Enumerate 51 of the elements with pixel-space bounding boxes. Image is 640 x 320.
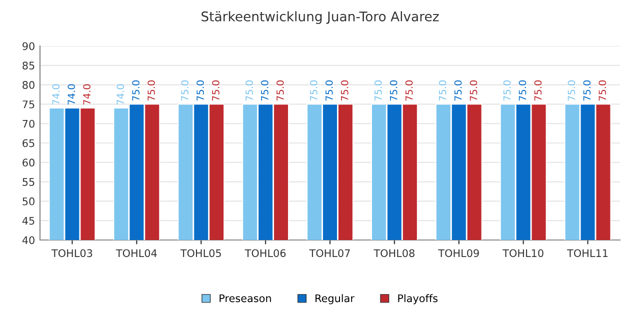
x-tick-label: TOHL08 [374, 249, 414, 258]
data-label: 75.0 [583, 80, 591, 101]
y-tick-label: 45 [22, 216, 34, 225]
legend-label: Playoffs [398, 294, 438, 304]
data-label: 75.0 [503, 80, 511, 101]
x-tick-label: TOHL07 [309, 249, 350, 258]
data-label: 75.0 [568, 80, 576, 101]
data-label: 75.0 [340, 80, 348, 101]
x-tick-label: TOHL06 [244, 249, 286, 258]
data-label: 75.0 [598, 80, 606, 101]
data-label: 75.0 [438, 80, 446, 101]
data-label: 74.0 [52, 84, 60, 105]
data-label: 75.0 [196, 80, 204, 101]
data-label: 75.0 [518, 80, 526, 101]
y-tick-label: 65 [22, 139, 34, 148]
y-tick-label: 90 [22, 42, 34, 50]
y-tick-label: 55 [22, 178, 34, 186]
data-label: 75.0 [534, 80, 542, 101]
data-label: 75.0 [470, 80, 478, 101]
data-label: 75.0 [181, 80, 188, 101]
y-tick-label: 75 [22, 100, 34, 108]
y-tick-label: 50 [22, 197, 34, 206]
y-tick-label: 70 [22, 120, 34, 128]
data-label: 75.0 [390, 80, 398, 101]
x-tick-label: TOHL11 [567, 249, 608, 258]
data-label: 75.0 [212, 80, 220, 101]
legend-label: Regular [316, 294, 354, 304]
chart-title: Stärkeentwicklung Juan-Toro Alvarez [202, 11, 439, 24]
x-tick-label: TOHL09 [438, 249, 479, 258]
data-label: 75.0 [276, 80, 284, 101]
data-label: 75.0 [405, 80, 413, 101]
x-tick-label: TOHL04 [116, 249, 157, 258]
data-label: 75.0 [374, 80, 382, 101]
y-tick-label: 60 [22, 158, 34, 167]
data-label: 75.0 [261, 80, 268, 101]
data-label: 75.0 [132, 80, 140, 101]
y-tick-label: 80 [22, 81, 34, 89]
data-label: 75.0 [325, 80, 333, 101]
data-label: 75.0 [148, 80, 155, 101]
data-label: 74.0 [68, 84, 76, 105]
data-label: 74.0 [116, 84, 124, 105]
data-label: 75.0 [310, 80, 318, 101]
data-label: 75.0 [246, 80, 253, 101]
y-tick-label: 40 [22, 236, 34, 244]
x-tick-label: TOHL05 [180, 249, 221, 258]
legend-label: Preseason [220, 294, 271, 302]
x-tick-label: TOHL10 [502, 249, 544, 258]
data-label: 74.0 [83, 84, 91, 105]
data-label: 75.0 [454, 80, 462, 101]
x-tick-label: TOHL03 [51, 249, 92, 258]
y-tick-label: 85 [22, 62, 34, 70]
